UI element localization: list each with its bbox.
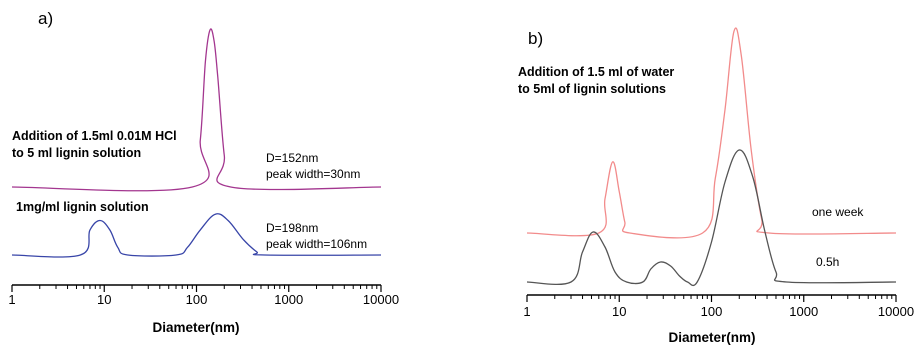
panel-b-title-line1: Addition of 1.5 ml of water — [518, 65, 674, 79]
x-tick-label: 1000 — [789, 304, 818, 319]
x-tick-label: 100 — [701, 304, 723, 319]
x-tick-label: 1000 — [274, 292, 303, 307]
panel-a-bottom-peak-width: peak width=106nm — [266, 237, 367, 251]
panel-a-x-ticks — [11, 285, 382, 292]
x-tick-label: 10000 — [363, 292, 399, 307]
series-line-2 — [11, 213, 382, 258]
panel-a-xlabel: Diameter(nm) — [152, 320, 239, 335]
panel-b-x-ticks — [526, 295, 897, 302]
panel-b-title-line2: to 5ml of lignin solutions — [518, 82, 666, 96]
panel-a-series — [11, 28, 382, 258]
panel-a-label: a) — [38, 9, 53, 28]
x-tick-label: 10 — [97, 292, 111, 307]
x-tick-label: 100 — [186, 292, 208, 307]
x-tick-label: 10 — [612, 304, 626, 319]
panel-a-bottom-label: 1mg/ml lignin solution — [16, 200, 149, 214]
panel-b: b) 1 10 100 1000 10000 Diameter(nm) Addition… — [518, 27, 914, 345]
panel-a: a) 1 10 100 1000 10000 Diameter(nm) Addition… — [8, 9, 399, 335]
panel-a-top-label-line2: to 5 ml lignin solution — [12, 146, 141, 160]
x-tick-label: 10000 — [878, 304, 914, 319]
panel-a-x-tick-labels: 1 10 100 1000 10000 — [8, 292, 399, 307]
panel-b-xlabel: Diameter(nm) — [668, 330, 755, 345]
panel-a-top-label-line1: Addition of 1.5ml 0.01M HCl — [12, 129, 177, 143]
panel-a-bottom-diameter: D=198nm — [266, 221, 318, 235]
panel-a-top-peak-width: peak width=30nm — [266, 167, 360, 181]
x-tick-label: 1 — [523, 304, 530, 319]
series-line-2 — [526, 149, 897, 287]
panel-a-top-diameter: D=152nm — [266, 151, 318, 165]
panel-b-x-tick-labels: 1 10 100 1000 10000 — [523, 304, 914, 319]
x-tick-label: 1 — [8, 292, 15, 307]
panel-b-series-label-half-hour: 0.5h — [816, 255, 839, 269]
series-line-1 — [11, 28, 382, 192]
panel-b-label: b) — [528, 29, 543, 48]
panel-b-series — [526, 27, 897, 287]
panel-b-series-label-one-week: one week — [812, 205, 864, 219]
